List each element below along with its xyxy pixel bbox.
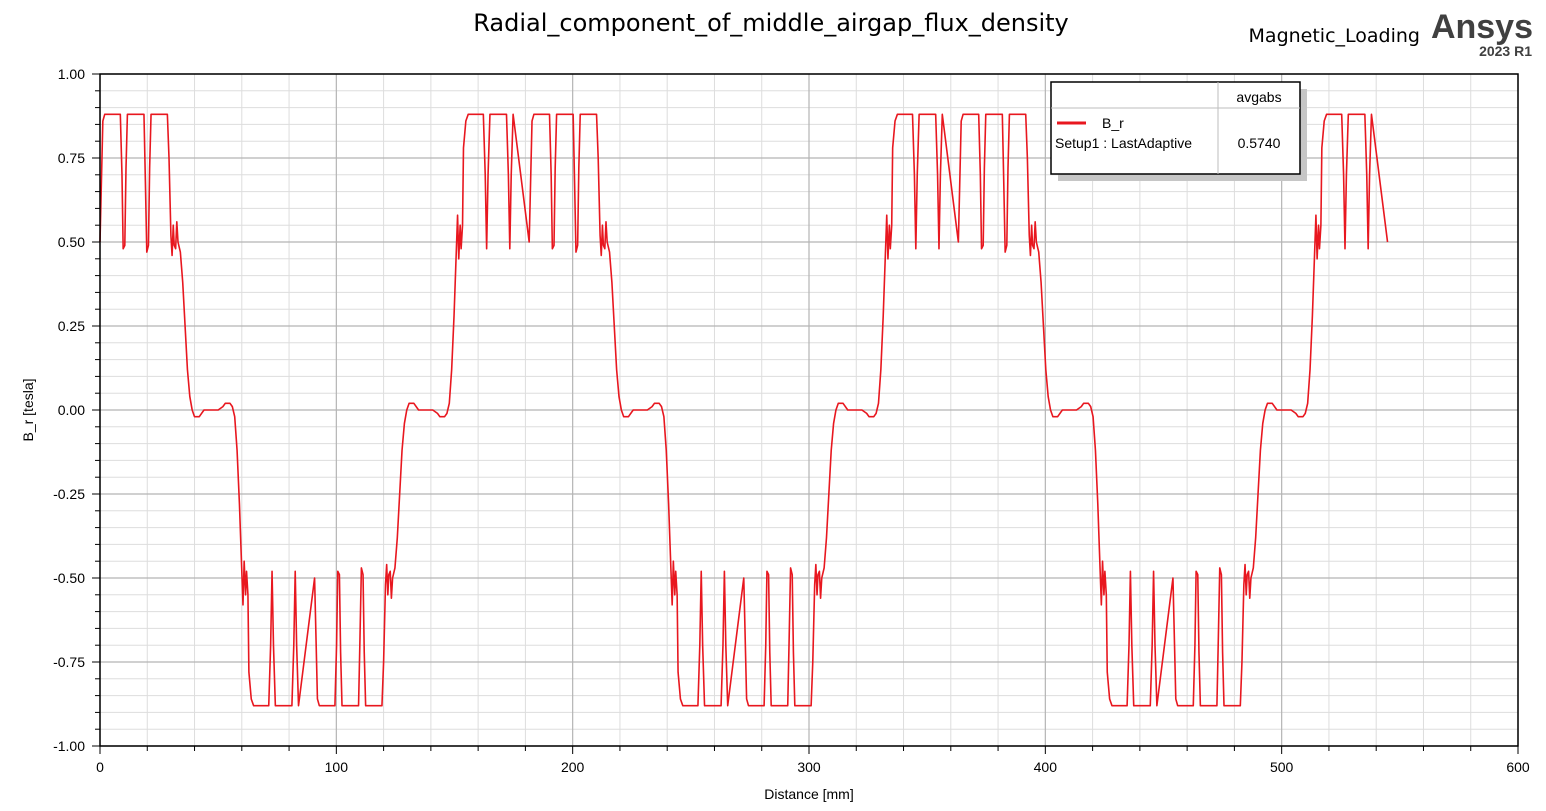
y-tick-label: 0.00 [58, 402, 85, 418]
legend-series-context: Setup1 : LastAdaptive [1055, 135, 1192, 151]
y-tick-label: 0.75 [58, 150, 85, 166]
y-tick-label: -1.00 [53, 738, 85, 754]
x-tick-label: 500 [1270, 759, 1294, 775]
y-tick-label: 0.25 [58, 318, 85, 334]
series-layer [99, 113, 1389, 707]
series-line-B_r [99, 113, 1389, 707]
chart-subtitle: Magnetic_Loading [1249, 25, 1420, 47]
brand-logo: Ansys [1431, 8, 1533, 46]
y-tick-label: 0.50 [58, 234, 85, 250]
legend-series-name: B_r [1102, 115, 1124, 131]
x-axis-label: Distance [mm] [764, 786, 853, 802]
tick-layer: 0 100 200 300 400 500 600 1.00 0.75 0.50 0.25 0.00 -… [53, 66, 1530, 775]
legend-series-value: 0.5740 [1238, 135, 1281, 151]
x-tick-label: 0 [96, 759, 104, 775]
legend-column-header: avgabs [1236, 89, 1281, 105]
brand-version: 2023 R1 [1479, 43, 1532, 59]
y-tick-label: -0.25 [53, 486, 85, 502]
x-tick-label: 600 [1506, 759, 1530, 775]
y-axis-label: B_r [tesla] [20, 378, 36, 441]
y-tick-label: -0.50 [53, 570, 85, 586]
x-tick-label: 400 [1034, 759, 1058, 775]
legend-box [1050, 81, 1301, 175]
x-tick-label: 300 [797, 759, 821, 775]
y-tick-label: 1.00 [58, 66, 85, 82]
x-tick-label: 200 [561, 759, 585, 775]
chart-title: Radial_component_of_middle_airgap_flux_d… [473, 9, 1069, 37]
y-tick-label: -0.75 [53, 654, 85, 670]
x-tick-label: 100 [325, 759, 349, 775]
legend[interactable]: avgabs B_r Setup1 : LastAdaptive 0.5740 [1050, 81, 1307, 181]
